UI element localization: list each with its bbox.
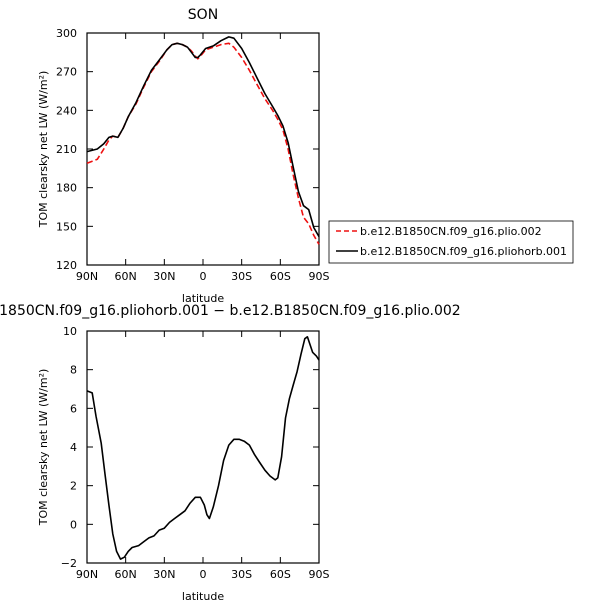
top-x-tick-label: 60N [115, 270, 137, 283]
bottom-y-axis-label: TOM clearsky net LW (W/m²) [37, 369, 50, 527]
bottom-x-tick-label: 60N [115, 568, 137, 581]
top-y-tick-label: 180 [56, 182, 77, 195]
legend-box [328, 220, 574, 264]
top-y-tick-label: 270 [56, 66, 77, 79]
bottom-y-ticks: −2 0 2 4 6 8 10 [61, 325, 319, 570]
bottom-x-tick-label: 60S [270, 568, 291, 581]
top-x-tick-label: 90N [76, 270, 98, 283]
bottom-y-tick-label: 0 [70, 518, 77, 531]
bottom-x-tick-label: 0 [200, 568, 207, 581]
bottom-y-tick-label: 4 [70, 441, 77, 454]
top-x-tick-label: 30N [153, 270, 175, 283]
bottom-x-tick-label: 90S [309, 568, 330, 581]
top-x-ticks: 90N 60N 30N 0 30S 60S 90S [76, 33, 330, 283]
top-chart-title: SON [188, 7, 218, 23]
top-y-axis-label: TOM clearsky net LW (W/m²) [37, 71, 50, 229]
bottom-y-tick-label: 2 [70, 480, 77, 493]
bottom-x-tick-label: 90N [76, 568, 98, 581]
bottom-y-tick-label: 8 [70, 364, 77, 377]
bottom-y-tick-label: 6 [70, 402, 77, 415]
top-x-tick-label: 30S [231, 270, 252, 283]
top-y-tick-label: 300 [56, 27, 77, 40]
legend-label-pliohorb: b.e12.B1850CN.f09_g16.pliohorb.001 [360, 245, 567, 258]
top-x-tick-label: 0 [200, 270, 207, 283]
top-y-tick-label: 240 [56, 104, 77, 117]
top-x-axis-label: latitude [182, 292, 224, 305]
top-plot-frame [86, 32, 320, 266]
bottom-x-tick-label: 30S [231, 568, 252, 581]
bottom-chart-title: b.e12.B1850CN.f09_g16.pliohorb.001 − b.e… [0, 303, 461, 319]
top-chart: SON 120 150 180 210 240 270 300 90N 60N 30N 0 30S 6… [37, 7, 574, 305]
top-y-tick-label: 150 [56, 220, 77, 233]
bottom-x-axis-label: latitude [182, 590, 224, 603]
bottom-series-line-0 [86, 336, 320, 560]
top-y-tick-label: 210 [56, 143, 77, 156]
bottom-chart: b.e12.B1850CN.f09_g16.pliohorb.001 − b.e… [0, 303, 461, 603]
top-x-tick-label: 60S [270, 270, 291, 283]
top-x-tick-label: 90S [309, 270, 330, 283]
top-series-lines [86, 36, 320, 245]
bottom-series-lines [86, 336, 320, 560]
top-series-line-0 [86, 42, 320, 245]
bottom-x-ticks: 90N 60N 30N 0 30S 60S 90S [76, 331, 330, 581]
legend-label-plio: b.e12.B1850CN.f09_g16.plio.002 [360, 225, 542, 238]
top-y-tick-label: 120 [56, 259, 77, 272]
bottom-x-tick-label: 30N [153, 568, 175, 581]
legend: b.e12.B1850CN.f09_g16.plio.002 b.e12.B18… [328, 220, 574, 264]
top-y-ticks: 120 150 180 210 240 270 300 [56, 27, 319, 272]
bottom-plot-frame [86, 330, 320, 564]
top-series-line-1 [86, 36, 320, 238]
bottom-y-tick-label: 10 [63, 325, 77, 338]
bottom-y-tick-label: −2 [61, 557, 77, 570]
